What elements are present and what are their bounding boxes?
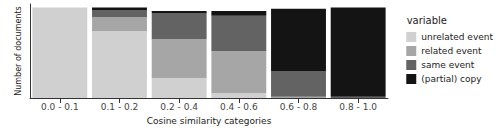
svg-text:0.2 - 0.4: 0.2 - 0.4 xyxy=(160,102,198,112)
svg-text:(partial) copy: (partial) copy xyxy=(421,74,482,84)
svg-text:0.0 - 0.1: 0.0 - 0.1 xyxy=(41,102,79,112)
svg-text:unrelated event: unrelated event xyxy=(421,32,493,42)
svg-text:0.1 - 0.2: 0.1 - 0.2 xyxy=(101,102,139,112)
svg-text:0.8 - 1.0: 0.8 - 1.0 xyxy=(339,102,377,112)
svg-text:0.4 - 0.6: 0.4 - 0.6 xyxy=(220,102,258,112)
svg-text:same event: same event xyxy=(421,60,474,70)
svg-text:Number of documents: Number of documents xyxy=(14,6,23,95)
svg-text:related event: related event xyxy=(421,46,482,56)
svg-text:variable: variable xyxy=(407,15,447,26)
svg-text:Cosine similarity categories: Cosine similarity categories xyxy=(147,116,272,126)
svg-text:0.6 - 0.8: 0.6 - 0.8 xyxy=(280,102,318,112)
